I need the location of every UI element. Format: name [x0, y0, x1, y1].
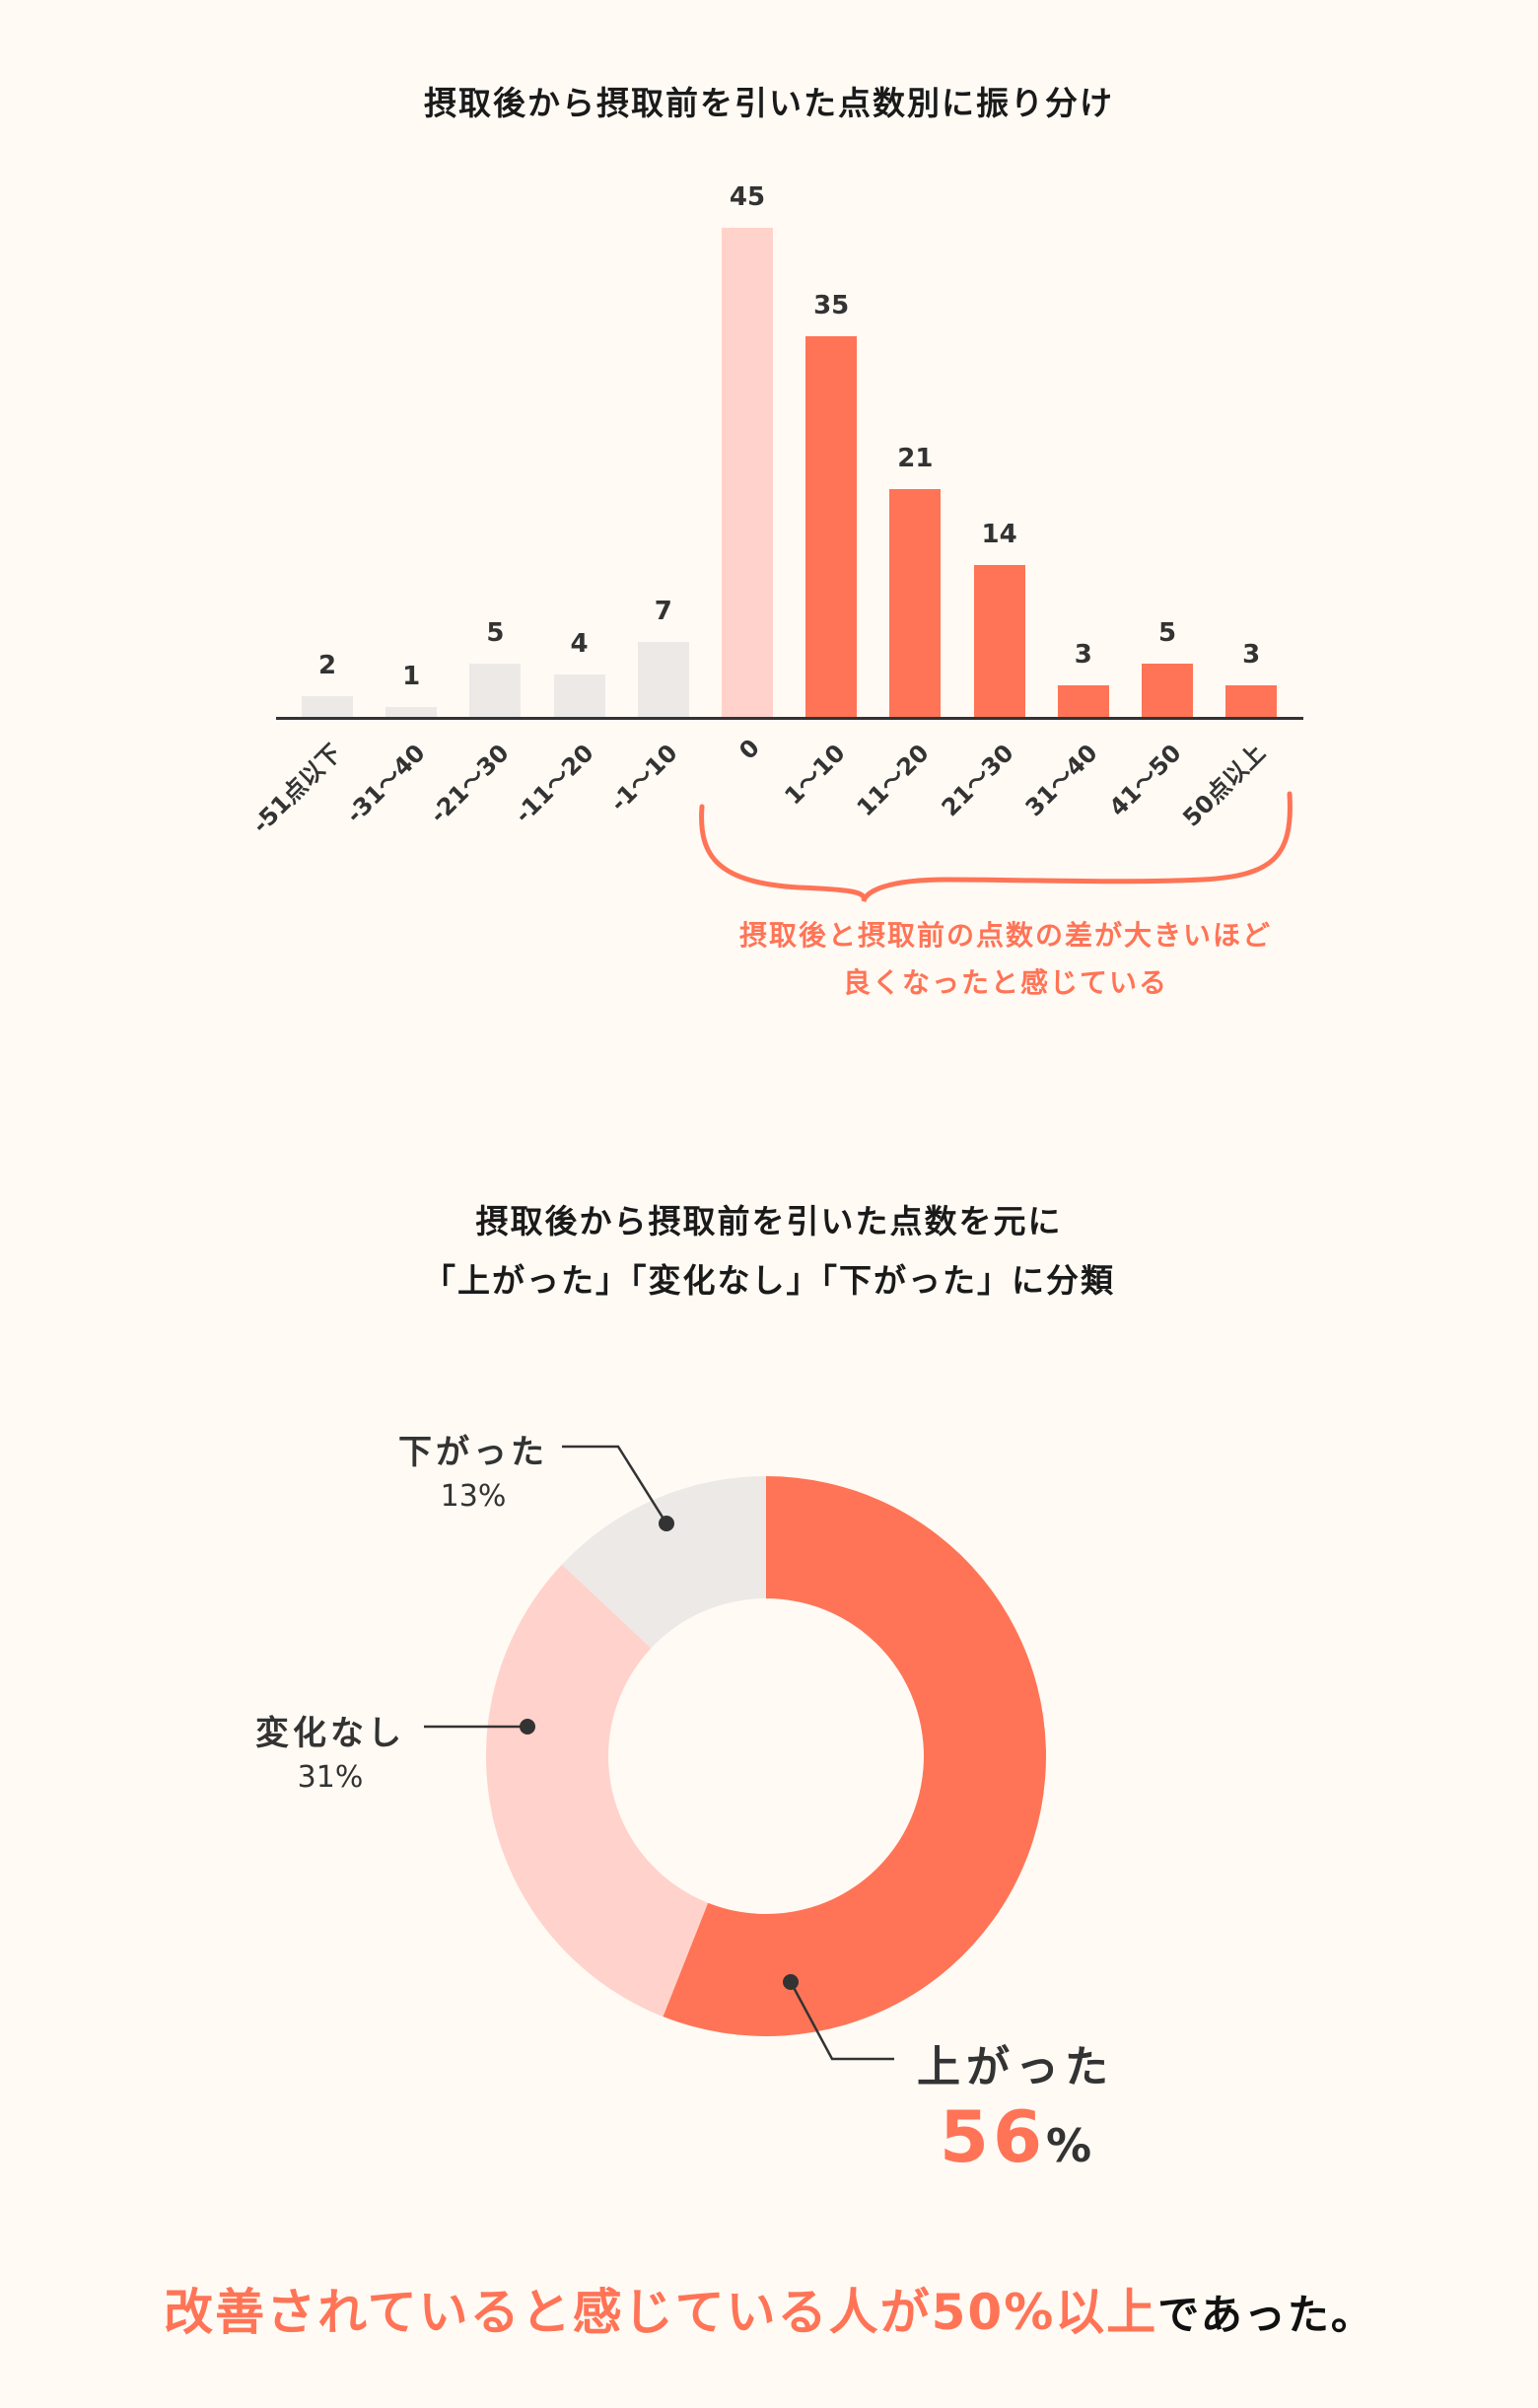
- conclusion-text: 改善されていると感じている人が50%以上であった。: [0, 2273, 1538, 2344]
- bar-chart: 2 -51点以下 1 -31〜40 5 -21〜30 4 -11〜20 7 -1〜10 45 0 35 1…: [0, 0, 1538, 839]
- bar-value-label: 35: [813, 291, 850, 321]
- bar-value-label: 3: [1074, 639, 1092, 670]
- x-axis-line: [276, 717, 1303, 720]
- bar: [722, 227, 773, 718]
- bar-value-label: 45: [729, 181, 766, 212]
- up-pct: 56%: [917, 2095, 1114, 2178]
- bar-chart-title: 摂取後から摂取前を引いた点数別に振り分け: [424, 84, 1114, 122]
- conclusion-highlight: 改善されていると感じている人が50%以上: [164, 2284, 1158, 2341]
- bar-value-label: 3: [1242, 639, 1261, 670]
- donut-chart: [424, 1445, 1047, 2061]
- same-label: 変化なし: [255, 1714, 405, 1753]
- down-label: 下がった: [398, 1433, 548, 1472]
- bar: [973, 565, 1025, 718]
- bar: [637, 641, 689, 718]
- bar-value-label: 5: [1157, 617, 1177, 648]
- bar: [469, 663, 522, 718]
- annotation-line2: 良くなったと感じている: [842, 966, 1168, 999]
- bar-value-label: 1: [402, 661, 421, 691]
- bar-value-label: 14: [981, 520, 1017, 550]
- conclusion-tail: であった。: [1157, 2291, 1374, 2339]
- bar: [889, 488, 942, 718]
- bar: [1142, 663, 1193, 718]
- bar: [1225, 684, 1278, 718]
- donut-slice: [485, 1564, 709, 2018]
- bar: [553, 673, 605, 718]
- bar-value-label: 5: [486, 617, 505, 648]
- bar-value-label: 7: [654, 596, 672, 626]
- donut-slice: [663, 1476, 1047, 2036]
- up-label: 上がった: [917, 2042, 1114, 2092]
- bar-value-label: 21: [897, 443, 934, 473]
- annotation-line1: 摂取後と摂取前の点数の差が大きいほど: [738, 919, 1272, 952]
- bar-value-label: 2: [317, 650, 337, 680]
- up-pct-number: 56: [939, 2095, 1047, 2178]
- bar: [302, 695, 353, 718]
- bar: [385, 706, 438, 718]
- donut-slice: [561, 1476, 766, 1649]
- bar-value-label: 4: [570, 628, 589, 659]
- bar: [805, 336, 858, 718]
- down-pct: 13%: [440, 1479, 507, 1514]
- bar: [1057, 684, 1109, 718]
- brace-annotation-icon: [699, 791, 1293, 902]
- up-pct-sign: %: [1046, 2119, 1092, 2172]
- same-pct: 31%: [297, 1760, 364, 1795]
- donut-chart-title-line2: 「上がった」「変化なし」「下がった」に分類: [423, 1261, 1115, 1300]
- donut-chart-title-line1: 摂取後から摂取前を引いた点数を元に: [475, 1202, 1063, 1240]
